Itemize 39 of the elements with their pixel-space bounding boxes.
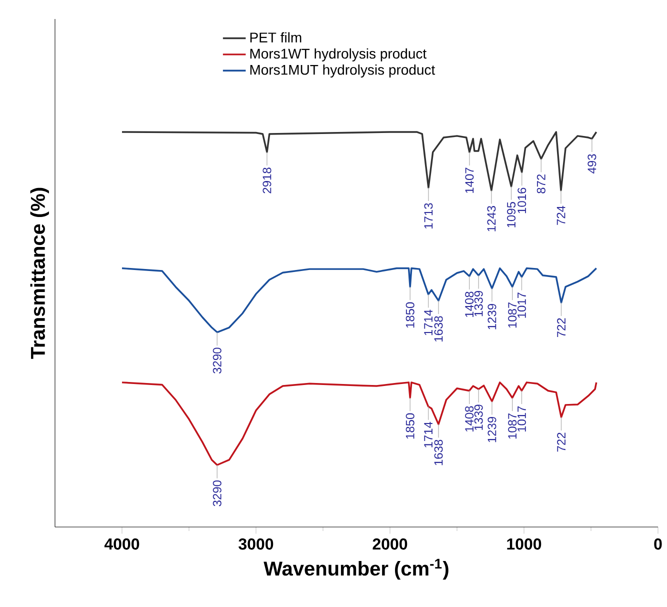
x-tick-label: 3000 [238, 538, 274, 550]
annotation: 493 [588, 154, 596, 174]
legend-label: Mors1MUT hydrolysis product [250, 64, 436, 78]
annotation: 1339 [474, 290, 483, 316]
annotation: 1408 [465, 292, 474, 317]
x-tick-label: 2000 [372, 538, 408, 550]
annotation: 1239 [488, 304, 496, 330]
annotation: 722 [557, 432, 566, 452]
annotation: 1016 [518, 188, 526, 214]
annotation: 1087 [508, 302, 517, 328]
annotation: 1408 [465, 406, 474, 432]
annotation: 1339 [474, 404, 483, 430]
annotation: 1017 [517, 406, 526, 432]
annotation: 1714 [424, 310, 432, 336]
annotation: 1239 [488, 416, 496, 442]
annotation: 1087 [508, 413, 517, 439]
annotation: 1713 [424, 203, 433, 228]
annotation: 872 [536, 174, 546, 194]
y-axis-title: Transmittance (%) [30, 188, 49, 359]
annotation: 1714 [424, 422, 432, 448]
x-tick-label: 4000 [104, 538, 140, 550]
annotation: 722 [557, 318, 566, 338]
x-tick-label: 1000 [507, 538, 542, 550]
legend-label: PET film [250, 32, 302, 42]
annotation: 2918 [262, 168, 272, 194]
annotation: 1850 [406, 413, 414, 439]
annotation: 1407 [465, 168, 474, 193]
x-axis-title: Wavenumber (cm$^{-1}$) [264, 558, 448, 580]
legend-label: Mors1WT hydrolysis product [250, 48, 426, 62]
annotation: 1095 [507, 202, 516, 228]
annotation: 1638 [434, 316, 443, 342]
annotation: 3290 [212, 348, 222, 374]
annotation: 1850 [406, 302, 414, 328]
annotation: 1017 [517, 292, 526, 318]
annotation: 3290 [212, 480, 222, 506]
x-tick-label: 0 [654, 538, 662, 550]
annotation: 1638 [434, 440, 443, 466]
annotation: 1243 [487, 206, 496, 232]
annotation: 724 [556, 206, 566, 225]
